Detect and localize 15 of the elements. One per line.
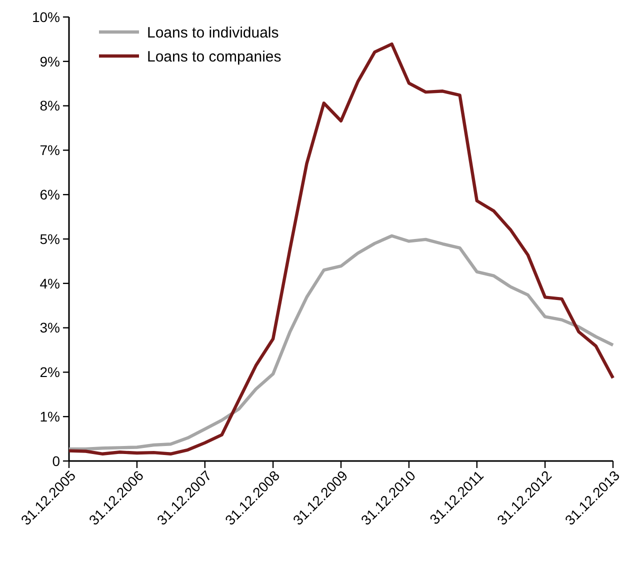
y-tick-label: 0 — [52, 452, 60, 469]
line-series — [67, 234, 615, 451]
y-tick-label: 10% — [32, 8, 60, 25]
legend-label: Loans to companies — [147, 48, 282, 66]
y-tick-label: 5% — [40, 230, 60, 247]
legend-label: Loans to individuals — [147, 24, 279, 42]
y-tick-label: 3% — [40, 320, 60, 336]
y-tick-label: 8% — [40, 98, 60, 114]
y-tick-label: 4% — [40, 275, 60, 292]
y-tick-label: 1% — [40, 408, 60, 424]
line-series — [67, 42, 615, 456]
y-tick-label: 6% — [40, 186, 60, 202]
y-tick-label: 2% — [40, 364, 60, 380]
y-tick-label: 9% — [40, 53, 60, 70]
y-tick-label: 7% — [40, 142, 60, 158]
